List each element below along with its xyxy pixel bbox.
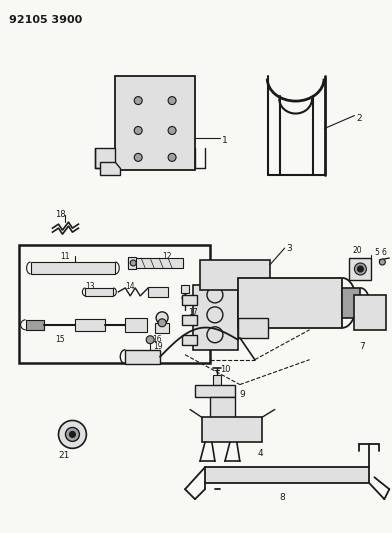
Bar <box>182 295 197 305</box>
Circle shape <box>379 259 385 265</box>
Circle shape <box>168 96 176 104</box>
Polygon shape <box>100 163 120 175</box>
Text: 13: 13 <box>85 282 95 291</box>
Bar <box>238 278 343 328</box>
Polygon shape <box>95 148 115 168</box>
Circle shape <box>134 126 142 134</box>
Bar <box>193 285 238 350</box>
Bar <box>25 320 44 330</box>
Bar <box>125 350 160 364</box>
Circle shape <box>354 263 367 275</box>
Bar <box>128 257 136 269</box>
Bar <box>85 288 113 296</box>
Text: 17: 17 <box>188 308 198 317</box>
Text: 18: 18 <box>56 210 66 219</box>
Circle shape <box>156 312 168 324</box>
Bar <box>19 245 210 362</box>
Circle shape <box>58 421 86 448</box>
Bar <box>182 335 197 345</box>
Circle shape <box>182 295 188 301</box>
Bar <box>213 375 221 385</box>
Text: 8: 8 <box>280 493 285 502</box>
Circle shape <box>65 427 80 441</box>
Bar <box>128 258 183 268</box>
Text: 1: 1 <box>222 136 228 146</box>
Text: 15: 15 <box>56 335 65 344</box>
Bar <box>343 288 360 318</box>
Bar <box>181 285 189 293</box>
Text: 12: 12 <box>162 252 172 261</box>
Bar <box>182 315 197 325</box>
Bar <box>238 318 268 338</box>
Circle shape <box>134 154 142 161</box>
Text: 20: 20 <box>352 246 362 255</box>
Bar <box>125 318 147 332</box>
Bar <box>115 76 195 171</box>
Circle shape <box>130 260 136 266</box>
Bar <box>148 287 168 297</box>
Bar <box>200 260 270 290</box>
Circle shape <box>207 307 223 323</box>
Circle shape <box>358 266 363 272</box>
Circle shape <box>134 96 142 104</box>
Bar <box>349 258 371 280</box>
Text: 16: 16 <box>152 335 162 344</box>
Circle shape <box>158 319 166 327</box>
Text: 2: 2 <box>356 114 362 123</box>
Text: 11: 11 <box>60 252 70 261</box>
Bar <box>155 323 169 333</box>
Bar <box>31 262 115 274</box>
Bar <box>202 417 262 442</box>
Text: 3: 3 <box>287 244 292 253</box>
Bar <box>195 385 235 397</box>
Text: 4: 4 <box>258 449 263 458</box>
Bar <box>75 319 105 331</box>
Text: 21: 21 <box>58 451 70 461</box>
Circle shape <box>207 287 223 303</box>
Circle shape <box>168 126 176 134</box>
Text: 14: 14 <box>125 282 135 291</box>
Bar <box>205 467 369 483</box>
Bar <box>354 295 387 330</box>
Circle shape <box>69 431 75 438</box>
Circle shape <box>146 336 154 344</box>
Text: 9: 9 <box>240 390 246 399</box>
Circle shape <box>207 327 223 343</box>
Text: 92105 3900: 92105 3900 <box>9 15 82 25</box>
Text: 10: 10 <box>220 365 230 374</box>
Text: 6: 6 <box>381 248 386 257</box>
Circle shape <box>168 154 176 161</box>
Text: 5: 5 <box>374 248 379 257</box>
Text: 19: 19 <box>153 342 163 351</box>
Text: 7: 7 <box>359 342 365 351</box>
Bar <box>210 397 235 418</box>
